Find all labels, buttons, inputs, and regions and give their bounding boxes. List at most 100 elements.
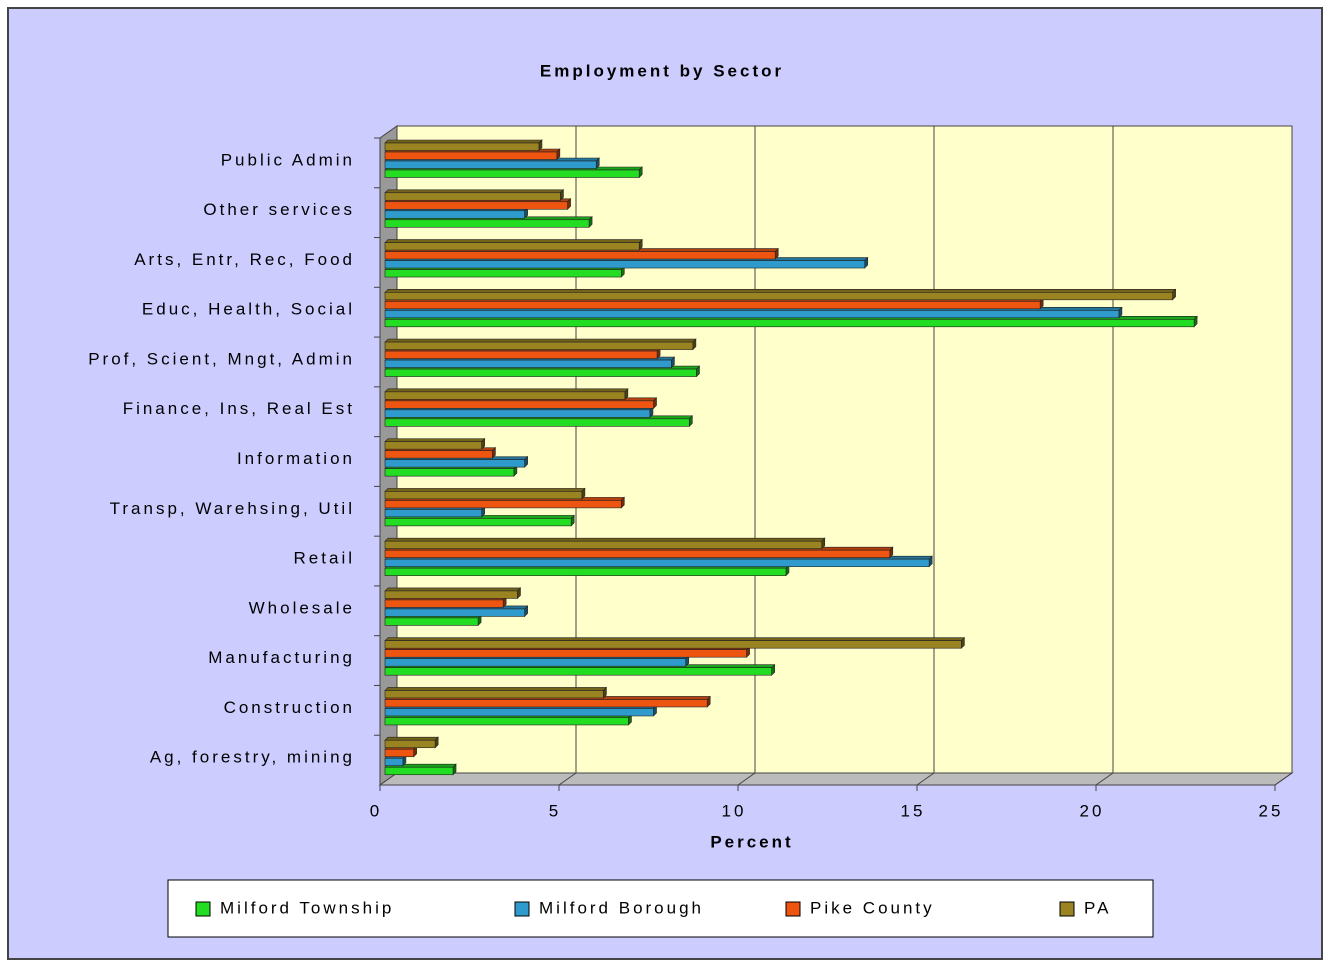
bar <box>384 251 776 260</box>
y-tick-label: Manufacturing <box>208 648 355 667</box>
legend-swatch <box>195 901 211 917</box>
bar <box>384 491 583 500</box>
bar <box>384 640 962 649</box>
legend-swatch <box>1059 901 1075 917</box>
bar <box>384 260 866 269</box>
bar <box>384 459 525 468</box>
bar-top <box>384 338 697 343</box>
x-tick-label: 0 <box>370 801 382 820</box>
x-tick-label: 5 <box>549 801 561 820</box>
y-tick-label: Educ, Health, Social <box>142 300 355 319</box>
legend-label: Milford Township <box>220 898 394 917</box>
bar <box>384 717 629 726</box>
grid-line <box>1274 772 1293 786</box>
legend <box>167 879 1154 938</box>
bar <box>384 748 414 758</box>
y-tick-label: Transp, Warehsing, Util <box>110 499 355 518</box>
x-tick-label: 15 <box>901 801 926 820</box>
bar <box>384 540 823 549</box>
bar <box>384 468 515 477</box>
bar <box>384 766 454 776</box>
bar <box>384 708 654 717</box>
bar <box>384 518 572 527</box>
bar-top <box>384 189 565 194</box>
bar <box>384 567 787 576</box>
bar-top <box>384 587 522 592</box>
bar <box>384 549 891 558</box>
bar <box>384 599 504 608</box>
y-tick-label: Prof, Scient, Mngt, Admin <box>88 349 355 368</box>
bar <box>384 418 690 427</box>
bar <box>384 160 597 169</box>
bar <box>384 608 525 617</box>
plot-floor <box>378 772 1294 786</box>
x-axis-label: Percent <box>710 832 793 851</box>
bar <box>384 690 604 699</box>
bar <box>384 658 687 667</box>
bar <box>384 269 622 278</box>
y-tick-label: Construction <box>224 698 355 717</box>
bar <box>384 242 640 251</box>
y-tick-label: Retail <box>294 549 355 568</box>
bar <box>384 450 493 459</box>
bar <box>384 699 708 708</box>
bar <box>384 558 930 567</box>
y-tick-label: Public Admin <box>221 150 355 169</box>
grid-line <box>916 772 935 786</box>
legend-swatch <box>785 901 801 917</box>
y-tick-label: Other services <box>203 200 355 219</box>
bar <box>384 441 482 450</box>
x-tick-label: 20 <box>1080 801 1105 820</box>
y-tick-label: Arts, Entr, Rec, Food <box>134 250 355 269</box>
bar <box>384 292 1173 301</box>
legend-label: Pike County <box>810 898 935 917</box>
bar-top <box>384 388 629 393</box>
bar <box>384 667 772 676</box>
bar <box>384 151 558 160</box>
grid-line <box>1095 772 1114 786</box>
legend-label: PA <box>1084 898 1111 917</box>
bar-top <box>384 139 543 144</box>
bar-top <box>384 537 826 542</box>
bar <box>384 201 568 210</box>
bar <box>384 301 1041 310</box>
bar <box>384 319 1195 328</box>
bar <box>384 310 1120 319</box>
bar <box>384 617 479 626</box>
bar <box>384 219 590 228</box>
y-tick-label: Information <box>237 449 355 468</box>
bar <box>384 192 561 201</box>
bar <box>384 169 640 178</box>
bar-top <box>384 637 966 641</box>
bar <box>384 368 697 377</box>
bar <box>384 350 658 359</box>
y-tick-label: Wholesale <box>249 598 355 617</box>
bar <box>384 142 540 151</box>
bar-top <box>384 289 1177 293</box>
bar <box>384 391 626 400</box>
legend-swatch <box>514 901 530 917</box>
y-tick-label: Ag, forestry, mining <box>150 748 355 767</box>
bar-top <box>384 438 486 442</box>
x-tick-label: 10 <box>722 801 747 820</box>
bar <box>384 359 672 368</box>
bar <box>384 509 482 518</box>
chart-title: Employment by Sector <box>540 61 784 80</box>
bar <box>384 500 622 509</box>
y-tick-label: Finance, Ins, Real Est <box>123 399 355 418</box>
bar <box>384 757 404 767</box>
x-tick-label: 25 <box>1259 801 1284 820</box>
bar-top <box>384 687 608 691</box>
bar <box>384 341 694 350</box>
bar-top <box>384 239 643 243</box>
bar <box>384 739 436 749</box>
bar-top <box>384 488 586 492</box>
bar <box>384 590 518 599</box>
bar <box>384 649 747 658</box>
bar <box>384 409 651 418</box>
grid-line <box>558 772 577 786</box>
bar-top <box>384 736 439 741</box>
grid-line <box>737 772 756 786</box>
bar <box>384 400 654 409</box>
